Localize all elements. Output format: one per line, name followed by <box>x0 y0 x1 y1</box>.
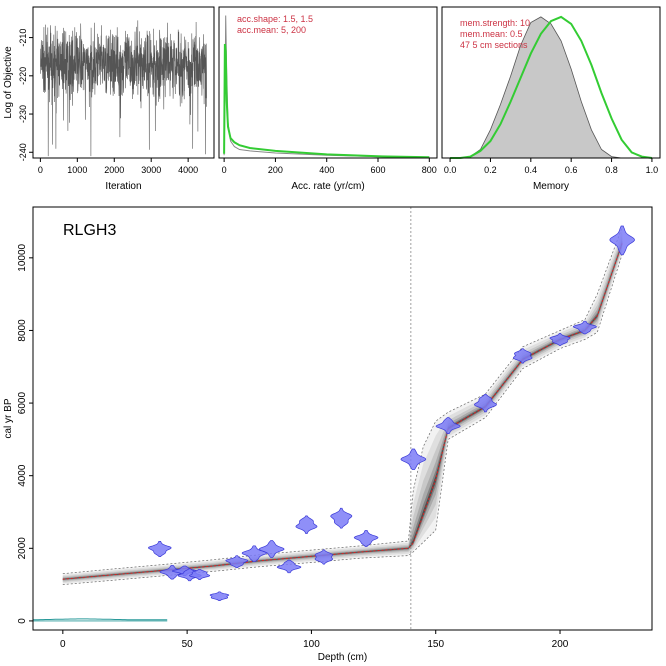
calibrated-date-6 <box>209 591 230 601</box>
x-tick-label: 0.2 <box>484 165 497 175</box>
depth-prior-curve <box>33 618 168 621</box>
prior-curve <box>450 15 653 159</box>
x-tick-label: 100 <box>303 639 320 650</box>
lower-bound-line <box>62 254 623 585</box>
x-tick-label: 800 <box>422 165 437 175</box>
chart-title: RLGH3 <box>63 222 116 239</box>
x-axis-label: Iteration <box>105 181 141 192</box>
x-tick-label: 3000 <box>141 165 161 175</box>
x-tick-label: 0 <box>38 165 43 175</box>
y-tick-label: 4000 <box>17 464 28 487</box>
x-axis-label: Acc. rate (yr/cm) <box>291 181 364 192</box>
x-tick-label: 4000 <box>178 165 198 175</box>
x-tick-label: 0.0 <box>444 165 457 175</box>
calibrated-date-12 <box>314 549 333 565</box>
x-tick-label: 0 <box>60 639 66 650</box>
calibrated-date-7 <box>225 555 249 569</box>
memory-plot-frame <box>441 6 661 159</box>
memory-annotation: mem.strength: 10 <box>460 18 530 28</box>
calibrated-date-18 <box>513 348 533 364</box>
calibrated-date-1 <box>147 541 172 557</box>
trace-line <box>40 20 207 157</box>
calibrated-date-20 <box>572 320 597 335</box>
x-tick-label: 200 <box>268 165 283 175</box>
x-tick-label: 0 <box>222 165 227 175</box>
acc-plot-frame <box>218 6 438 159</box>
age-depth-panel: 0 50 100 150 2000200040006000800010000Depth … <box>3 206 653 663</box>
prior-annotation: acc.mean: 5, 200 <box>237 25 306 35</box>
prior-annotation: acc.shape: 1.5, 1.5 <box>237 14 313 24</box>
calibrated-date-19 <box>549 333 571 346</box>
x-axis-label: Depth (cm) <box>318 652 367 663</box>
x-tick-label: 150 <box>427 639 444 650</box>
x-tick-label: 1.0 <box>646 165 659 175</box>
acc-rate-panel: 0 200 400 600 800 Acc. rate (yr/cm) acc.shape:… <box>218 6 438 192</box>
memory-annotation: 47 5 cm sections <box>460 40 528 50</box>
memory-annotation: mem.mean: 0.5 <box>460 29 523 39</box>
calibrated-date-9 <box>258 540 285 558</box>
calibrated-date-15 <box>400 448 427 471</box>
calibrated-date-10 <box>276 559 302 574</box>
x-tick-label: 0.4 <box>525 165 538 175</box>
prior-curve <box>223 43 430 159</box>
calibrated-date-11 <box>295 515 318 534</box>
y-tick-label: -210 <box>18 29 28 47</box>
y-tick-label: 2000 <box>17 537 28 560</box>
x-tick-label: 200 <box>552 639 569 650</box>
model-envelope-band <box>62 242 623 580</box>
y-axis-label: Log of Objective <box>3 46 14 119</box>
mean-age-line <box>62 243 623 580</box>
y-tick-label: -240 <box>18 143 28 161</box>
calibrated-date-8 <box>241 545 267 563</box>
x-tick-label: 0.8 <box>605 165 618 175</box>
x-axis-label: Memory <box>533 181 569 192</box>
model-envelope-band <box>62 227 623 585</box>
upper-bound-line <box>62 226 623 575</box>
x-tick-label: 600 <box>370 165 385 175</box>
calibrated-date-2 <box>159 565 185 580</box>
x-tick-label: 2000 <box>104 165 124 175</box>
x-tick-label: 50 <box>182 639 194 650</box>
y-tick-label: 6000 <box>17 392 28 415</box>
posterior-curve <box>223 15 430 158</box>
iterations-plot-frame <box>32 6 215 159</box>
calibrated-date-21 <box>609 225 635 256</box>
model-envelope-band <box>62 231 623 584</box>
y-tick-label: 8000 <box>17 319 28 342</box>
calibrated-date-14 <box>353 530 379 547</box>
y-tick-label: 10000 <box>17 243 28 271</box>
memory-panel: 0.0 0.2 0.4 0.6 0.8 1.0 Memory mem.strength: 10… <box>441 6 661 192</box>
y-tick-label: -230 <box>18 105 28 123</box>
model-envelope-band <box>62 240 623 580</box>
model-envelope-band <box>62 235 623 582</box>
x-tick-label: 0.6 <box>565 165 578 175</box>
x-tick-label: 1000 <box>67 165 87 175</box>
calibrated-date-5 <box>188 568 211 580</box>
x-tick-label: 400 <box>319 165 334 175</box>
calibrated-date-17 <box>473 393 497 413</box>
model-envelope-band <box>62 238 623 581</box>
age-depth-plot-frame <box>32 206 653 631</box>
y-tick-label: -220 <box>18 67 28 85</box>
calibrated-date-16 <box>435 417 461 434</box>
y-tick-label: 0 <box>17 618 28 624</box>
iterations-panel: 0 1000 2000 3000 4000 -240 -230 -220 -210 Iterati… <box>3 6 215 192</box>
calibrated-date-13 <box>330 507 353 529</box>
y-axis-label: cal yr BP <box>3 398 14 438</box>
